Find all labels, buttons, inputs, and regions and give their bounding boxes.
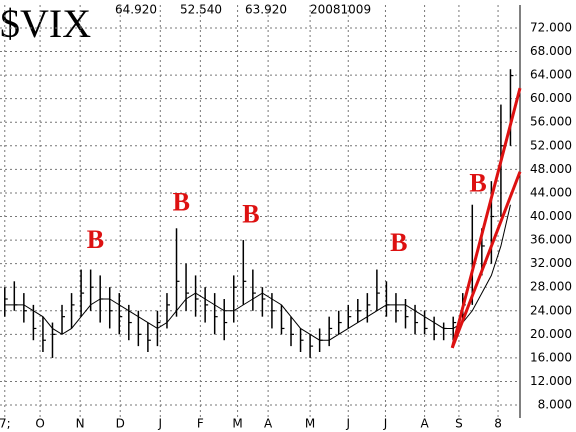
y-tick-label: 8.000 bbox=[538, 398, 572, 412]
trendline bbox=[450, 171, 522, 349]
y-tick-label: 44.000 bbox=[530, 185, 572, 199]
y-tick-label: 40.000 bbox=[530, 209, 572, 223]
header-value: 52.540 bbox=[180, 3, 222, 17]
annotation: B bbox=[390, 228, 407, 257]
x-tick-label: S bbox=[455, 417, 463, 431]
y-tick-label: 72.000 bbox=[530, 20, 572, 34]
y-tick-label: 64.000 bbox=[530, 68, 572, 82]
annotation: B bbox=[469, 168, 486, 197]
y-tick-label: 20.000 bbox=[530, 327, 572, 341]
y-tick-label: 60.000 bbox=[530, 91, 572, 105]
annotation: B bbox=[242, 199, 259, 228]
moving-average bbox=[4, 204, 511, 341]
x-tick-label: J bbox=[383, 417, 388, 431]
y-tick-label: 12.000 bbox=[530, 374, 572, 388]
x-tick-label: D bbox=[116, 417, 125, 431]
chart-title: $VIX bbox=[0, 1, 91, 46]
annotation: B bbox=[87, 225, 104, 254]
header-value: 64.920 bbox=[115, 3, 157, 17]
y-tick-label: 48.000 bbox=[530, 162, 572, 176]
x-tick-label: A bbox=[420, 417, 429, 431]
y-tick-label: 56.000 bbox=[530, 115, 572, 129]
trendline bbox=[450, 87, 522, 349]
y-tick-label: 52.000 bbox=[530, 138, 572, 152]
y-tick-label: 16.000 bbox=[530, 350, 572, 364]
y-tick-label: 68.000 bbox=[530, 44, 572, 58]
x-tick-label: M bbox=[232, 417, 242, 431]
y-tick-label: 28.000 bbox=[530, 280, 572, 294]
x-tick-label: J bbox=[158, 417, 163, 431]
x-tick-label: 7; bbox=[0, 417, 11, 431]
y-tick-label: 32.000 bbox=[530, 256, 572, 270]
header-value: 63.920 bbox=[245, 3, 287, 17]
x-tick-label: F bbox=[197, 417, 204, 431]
x-tick-label: A bbox=[264, 417, 273, 431]
header-value: 20081009 bbox=[310, 3, 371, 17]
annotation: B bbox=[173, 188, 190, 217]
x-tick-label: M bbox=[305, 417, 315, 431]
y-tick-label: 24.000 bbox=[530, 303, 572, 317]
x-tick-label: O bbox=[35, 417, 44, 431]
y-tick-label: 36.000 bbox=[530, 233, 572, 247]
x-tick-label: N bbox=[76, 417, 85, 431]
x-tick-label: 8 bbox=[494, 417, 502, 431]
x-tick-label: J bbox=[345, 417, 350, 431]
